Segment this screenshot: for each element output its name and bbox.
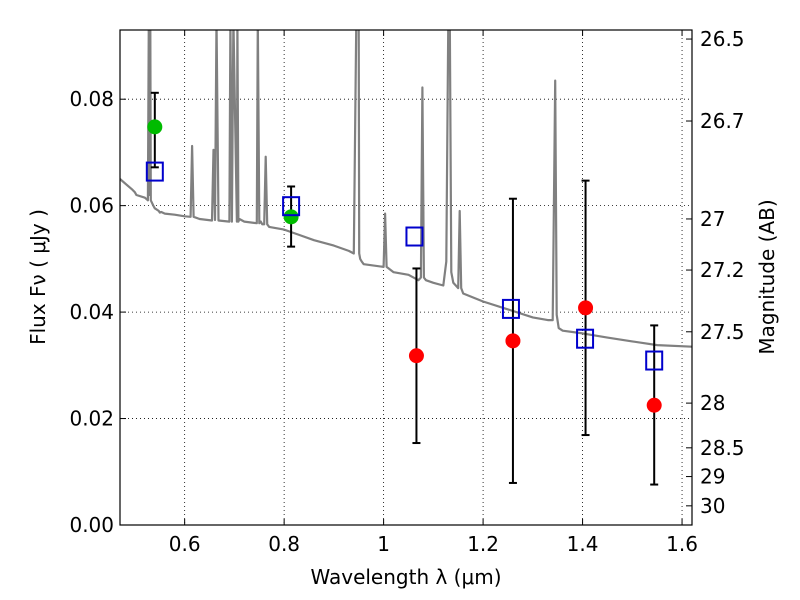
errorbar-layer (150, 91, 659, 486)
model-point (405, 226, 424, 247)
data-point (578, 300, 594, 316)
model-point (501, 298, 520, 319)
y2-tick-label: 28 (700, 391, 725, 415)
model-point (645, 350, 664, 371)
model-point (145, 161, 164, 182)
y2-tick-label: 27.2 (700, 258, 745, 282)
y-tick-label: 0.08 (69, 87, 114, 111)
marker-layer (145, 119, 664, 413)
tick-layer: 0.6 0.8 1 1.2 1.4 1.6 0.00 0.02 0.04 0.06 0.08 26.5… (69, 27, 744, 556)
x-tick-label: 1 (377, 532, 390, 556)
grid (120, 30, 692, 526)
spectrum-layer (120, 30, 692, 348)
y-tick-label: 0.04 (69, 300, 114, 324)
y-tick-label: 0.06 (69, 194, 114, 218)
data-point (505, 333, 521, 349)
y-axis-title: Flux Fν ( μJy ) (26, 209, 50, 345)
y2-tick-label: 28.5 (700, 436, 745, 460)
x-tick-label: 0.6 (169, 532, 201, 556)
x-tick-label: 0.8 (268, 532, 300, 556)
x-tick-label: 1.4 (567, 532, 599, 556)
data-point (147, 119, 163, 135)
y2-tick-label: 26.5 (700, 27, 745, 51)
plot-frame (119, 29, 693, 526)
y2-tick-label: 29 (700, 465, 725, 489)
x-tick-label: 1.2 (467, 532, 499, 556)
y2-tick-label: 27 (700, 207, 725, 231)
y-tick-label: 0.02 (69, 407, 114, 431)
y-tick-label: 0.00 (69, 513, 114, 537)
data-point (646, 397, 662, 413)
y2-axis-title: Magnitude (AB) (755, 199, 779, 354)
y2-tick-label: 27.5 (700, 320, 745, 344)
data-point (283, 209, 299, 225)
x-tick-label: 1.6 (666, 532, 698, 556)
x-axis-title: Wavelength λ (μm) (310, 565, 501, 589)
model-point (282, 196, 301, 217)
y2-tick-label: 26.7 (700, 109, 745, 133)
model-spectrum-line (120, 30, 692, 348)
model-point (576, 328, 595, 349)
y2-tick-label: 30 (700, 494, 725, 518)
data-point (408, 348, 424, 364)
